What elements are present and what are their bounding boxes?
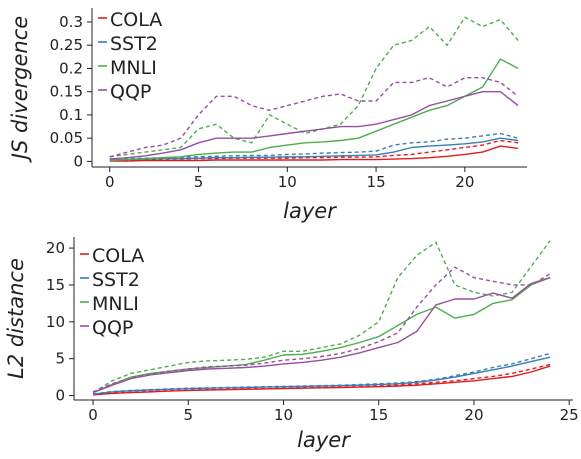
series-dashed-line (92, 266, 551, 393)
legend-item: COLA (92, 245, 144, 267)
mnli-solid-line (92, 276, 551, 394)
cola-solid-line (92, 365, 551, 396)
y-tick-label: 0 (55, 387, 65, 405)
y-axis-label: L2 distance (4, 258, 28, 379)
x-tick-label: 10 (278, 173, 297, 191)
legend-item: SST2 (110, 33, 158, 55)
qqp-solid-line (92, 276, 551, 394)
series-dashed-line (109, 76, 519, 158)
series-dashed-line (92, 363, 551, 396)
x-tick-label: 15 (369, 406, 388, 424)
x-tick-label: 20 (455, 173, 474, 191)
series-dashed-line (109, 16, 519, 158)
y-tick-label: 0.3 (59, 13, 83, 31)
mnli-solid-line (109, 58, 519, 162)
cola-solid-line (109, 145, 519, 162)
sst2-solid-line (109, 137, 519, 161)
x-tick-label: 0 (88, 406, 98, 424)
x-axis-label: layer (297, 428, 351, 452)
legend-item: SST2 (92, 269, 140, 291)
top-chart: 0 5 10 15 20 0 0.05 0.1 0.15 0.2 0.25 0.3 layer JS di… (8, 8, 527, 223)
series-dashed-line (109, 139, 519, 162)
x-axis-label: layer (283, 199, 337, 223)
x-tick-label: 5 (184, 406, 194, 424)
legend-item: COLA (110, 9, 162, 31)
y-tick-label: 0.15 (50, 83, 83, 101)
legend-item: MNLI (92, 293, 139, 315)
series-dashed-line (92, 240, 551, 394)
y-tick-label: 0.2 (59, 59, 83, 77)
y-tick-label: 0 (73, 152, 83, 170)
y-tick-label: 10 (46, 313, 65, 331)
y-axis-label: JS divergence (8, 16, 32, 163)
y-tick-label: 20 (46, 239, 65, 257)
x-tick-label: 20 (464, 406, 483, 424)
legend-item: MNLI (110, 57, 157, 79)
qqp-solid-line (109, 90, 519, 160)
y-tick-label: 5 (55, 350, 65, 368)
legend-item: QQP (110, 81, 151, 103)
x-tick-label: 10 (274, 406, 293, 424)
y-tick-label: 0.1 (59, 106, 83, 124)
x-tick-label: 25 (560, 406, 579, 424)
bottom-chart: 0 5 10 15 20 25 0 5 10 15 20 layer L2 distance COLASS… (4, 237, 579, 452)
series-dashed-line (109, 132, 519, 160)
x-tick-label: 0 (105, 173, 115, 191)
sst2-solid-line (92, 356, 551, 395)
x-tick-label: 5 (194, 173, 204, 191)
y-tick-label: 15 (46, 276, 65, 294)
x-tick-label: 15 (367, 173, 386, 191)
y-tick-label: 0.05 (50, 129, 83, 147)
legend-item: QQP (92, 317, 133, 339)
y-tick-label: 0.25 (50, 36, 83, 54)
